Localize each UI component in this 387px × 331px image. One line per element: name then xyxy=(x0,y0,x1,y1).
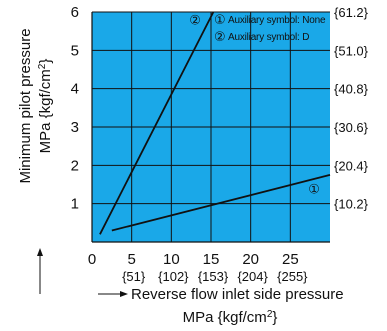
x-alt-tick-labels: {51} {102} {153} {204} {255} xyxy=(122,269,308,284)
y-tick-label: 2 xyxy=(71,157,79,174)
y-alt-tick-label: {10.2} xyxy=(334,197,369,212)
grid-lines xyxy=(92,11,330,242)
x-axis-arrowhead xyxy=(120,291,128,297)
y-tick-label: 3 xyxy=(71,119,79,136)
x-alt-tick-label: {153} xyxy=(198,269,229,284)
x-tick-label: 0 xyxy=(88,251,96,268)
x-alt-tick-label: {51} xyxy=(122,269,146,284)
y-tick-label: 5 xyxy=(71,42,79,59)
y-alt-tick-label: {20.4} xyxy=(334,158,369,173)
x-alt-tick-label: {255} xyxy=(277,269,308,284)
x-axis-unit: MPa {kgf/cm2} xyxy=(183,309,278,326)
series-annotation: ① xyxy=(308,181,320,196)
legend-marker: ② xyxy=(214,29,226,44)
series-annotation: ② xyxy=(189,13,201,28)
y-axis-label: Minimum pilot pressure xyxy=(17,28,34,183)
x-alt-tick-label: {102} xyxy=(158,269,189,284)
y-alt-tick-label: {30.6} xyxy=(334,120,369,135)
x-alt-tick-label: {204} xyxy=(237,269,268,284)
y-alt-tick-label: {61.2} xyxy=(334,5,369,20)
series-line-2 xyxy=(99,11,215,235)
x-tick-label: 5 xyxy=(127,251,135,268)
legend-label: Auxiliary symbol: D xyxy=(228,32,309,43)
legend-label: Auxiliary symbol: None xyxy=(228,15,326,26)
x-tick-label: 20 xyxy=(242,251,259,268)
x-tick-label: 15 xyxy=(203,251,220,268)
y-tick-label: 4 xyxy=(71,81,79,98)
x-axis-label: Reverse flow inlet side pressure xyxy=(131,286,344,303)
legend-marker: ① xyxy=(214,12,226,27)
y-alt-tick-label: {40.8} xyxy=(334,82,369,97)
y-alt-tick-labels: {10.2} {20.4} {30.6} {40.8} {51.0} {61.2} xyxy=(334,5,369,212)
x-tick-labels: 0 5 10 15 20 25 xyxy=(88,251,299,268)
y-tick-label: 1 xyxy=(71,196,79,213)
y-tick-labels: 1 2 3 4 5 6 xyxy=(71,4,79,213)
series-annotations: ②① xyxy=(189,13,320,197)
y-axis-arrowhead xyxy=(37,248,43,256)
axis-lines xyxy=(91,12,330,243)
x-tick-label: 25 xyxy=(282,251,299,268)
series-line-1 xyxy=(111,174,331,232)
y-axis-unit: MPa {kgf/cm2} xyxy=(37,59,54,154)
y-tick-label: 6 xyxy=(71,4,79,21)
y-alt-tick-label: {51.0} xyxy=(334,43,369,58)
series-lines xyxy=(99,11,331,235)
x-tick-label: 10 xyxy=(163,251,180,268)
